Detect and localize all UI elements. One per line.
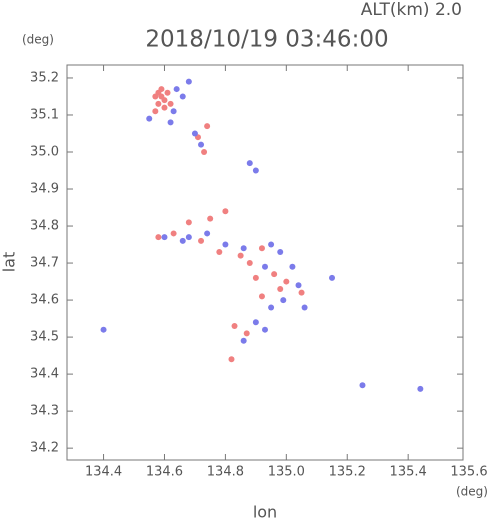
echo-point xyxy=(185,219,192,226)
echo-point xyxy=(237,252,244,259)
echo-point xyxy=(262,263,268,270)
echo-point xyxy=(283,278,290,285)
echo-point xyxy=(158,86,165,93)
echo-point xyxy=(280,297,287,304)
x-axis-label: lon xyxy=(253,503,277,521)
echo-point xyxy=(146,115,153,122)
y-unit: (deg) xyxy=(22,33,54,47)
echo-point xyxy=(228,356,235,363)
chart-subtitle: ALT(km) 2.0 xyxy=(361,0,462,20)
echo-point xyxy=(329,274,336,281)
echo-point xyxy=(161,97,168,104)
echo-point xyxy=(167,100,174,107)
echo-point xyxy=(100,326,107,333)
echo-point xyxy=(179,237,186,244)
echo-point xyxy=(170,230,177,237)
y-tick-label: 34.8 xyxy=(30,219,59,234)
echo-point xyxy=(243,330,250,337)
y-tick-label: 35.2 xyxy=(30,70,59,85)
x-tick-label: 134.8 xyxy=(207,465,244,480)
echo-point xyxy=(268,241,275,248)
plot-frame xyxy=(66,64,464,461)
echo-point xyxy=(222,241,229,248)
y-tick-label: 34.7 xyxy=(30,256,59,271)
echo-point xyxy=(417,385,424,392)
echo-point xyxy=(207,215,214,222)
echo-point xyxy=(240,337,247,344)
echo-point xyxy=(185,234,192,241)
echo-point xyxy=(222,208,229,215)
echo-point xyxy=(289,263,296,270)
x-tick-label: 134.6 xyxy=(146,465,183,480)
echo-point xyxy=(277,248,284,255)
echo-point xyxy=(258,293,265,300)
y-tick-label: 34.9 xyxy=(30,182,59,197)
echo-point xyxy=(359,382,366,389)
y-tick-label: 34.6 xyxy=(30,293,59,308)
echo-point xyxy=(204,230,211,237)
echo-point xyxy=(191,130,198,137)
echo-point xyxy=(295,282,302,289)
echo-point xyxy=(170,108,177,115)
y-tick-label: 35.1 xyxy=(30,107,59,122)
echo-point xyxy=(216,248,223,255)
echo-point xyxy=(179,93,186,100)
echo-point xyxy=(258,245,265,252)
echo-point xyxy=(161,234,168,241)
echo-point xyxy=(167,119,174,126)
y-tick-label: 34.3 xyxy=(30,404,59,419)
echo-point xyxy=(155,100,162,107)
x-tick-label: 134.4 xyxy=(85,465,122,480)
y-tick-label: 35.0 xyxy=(30,144,59,159)
echo-point xyxy=(246,160,253,167)
echo-point xyxy=(277,285,284,292)
echo-point xyxy=(164,89,171,96)
echo-point xyxy=(201,148,208,155)
echo-point xyxy=(298,289,305,296)
echo-point xyxy=(155,234,162,241)
y-axis-label: lat xyxy=(0,252,19,273)
y-tick-label: 34.5 xyxy=(30,330,59,345)
echo-point xyxy=(252,319,259,326)
echo-point xyxy=(301,304,308,311)
echo-point xyxy=(198,237,205,244)
echo-point xyxy=(185,78,192,85)
echo-point xyxy=(198,141,205,148)
x-tick-label: 135.6 xyxy=(450,465,487,480)
echo-point xyxy=(252,167,259,174)
echo-point xyxy=(271,271,278,278)
x-unit: (deg) xyxy=(456,485,488,499)
y-tick-label: 34.2 xyxy=(30,441,59,456)
echo-point xyxy=(252,274,259,281)
echo-point xyxy=(161,104,168,111)
y-tick-label: 34.4 xyxy=(30,367,59,382)
echo-point xyxy=(173,86,180,93)
echo-point xyxy=(268,304,275,311)
x-tick-label: 135.4 xyxy=(390,465,427,480)
x-tick-label: 135.2 xyxy=(329,465,366,480)
echo-point xyxy=(152,108,159,115)
echo-point xyxy=(204,123,211,130)
echo-point xyxy=(246,260,253,267)
x-tick-label: 135.0 xyxy=(268,465,305,480)
echo-point xyxy=(262,326,268,333)
echo-point xyxy=(231,322,238,329)
chart-title: 2018/10/19 03:46:00 xyxy=(145,27,388,53)
echo-point xyxy=(240,245,247,252)
